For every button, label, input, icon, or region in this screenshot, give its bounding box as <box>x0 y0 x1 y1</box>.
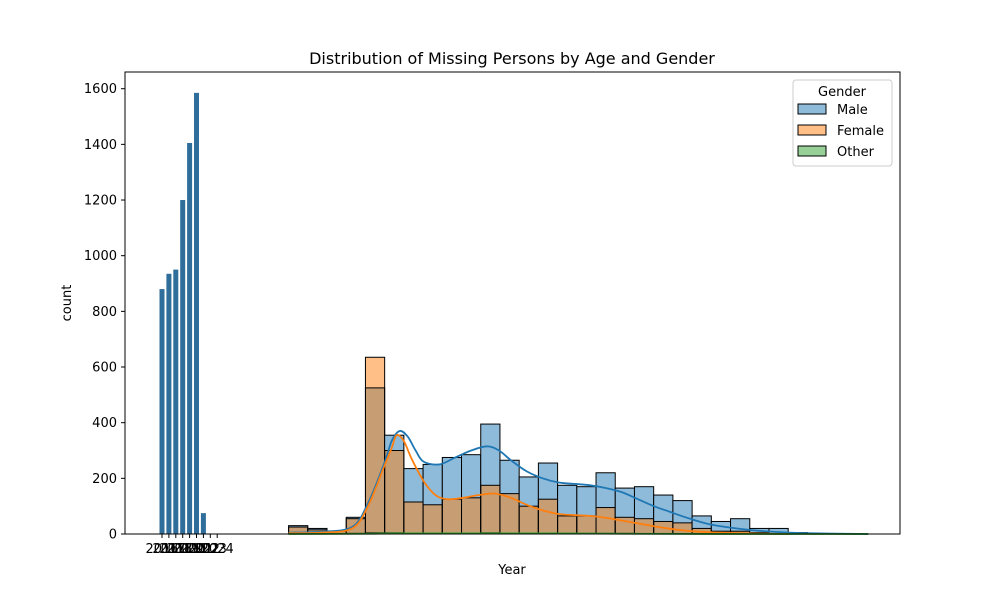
female-legend-label: Female <box>837 124 884 139</box>
other-legend-swatch <box>798 146 826 156</box>
female-legend-swatch <box>798 125 826 135</box>
legend-title: Gender <box>818 85 867 100</box>
overlap-bar <box>404 502 423 534</box>
y-tick-label: 1600 <box>84 82 117 97</box>
y-tick-label: 1200 <box>84 194 117 209</box>
overlap-bar <box>462 498 481 534</box>
year-count-bar <box>160 289 165 534</box>
male-bar <box>654 495 673 521</box>
year-count-bar <box>173 270 178 534</box>
x-tick-label: 2024 <box>201 542 234 557</box>
overlap-bar <box>423 505 442 534</box>
overlap-bar <box>673 523 692 534</box>
year-count-bar <box>166 274 171 534</box>
overlap-bar <box>481 485 500 534</box>
male-legend-label: Male <box>837 103 868 118</box>
y-tick-label: 400 <box>92 416 117 431</box>
y-tick-label: 600 <box>92 361 117 376</box>
overlap-bar <box>596 508 615 534</box>
male-bar <box>462 455 481 498</box>
year-count-bar <box>194 93 199 534</box>
y-tick-label: 0 <box>109 528 117 543</box>
overlap-bar <box>519 506 538 534</box>
y-tick-label: 200 <box>92 472 117 487</box>
female-bar <box>365 357 384 388</box>
y-tick-label: 800 <box>92 305 117 320</box>
year-count-bar <box>201 513 206 534</box>
overlap-bar <box>365 388 384 534</box>
male-bar <box>442 457 461 499</box>
overlap-bar <box>538 499 557 534</box>
other-legend-label: Other <box>837 145 875 160</box>
y-tick-label: 1000 <box>84 249 117 264</box>
male-bar <box>481 424 500 485</box>
male-bar <box>558 485 577 516</box>
y-tick-label: 1400 <box>84 138 117 153</box>
male-bar <box>404 469 423 502</box>
y-axis: 0 200 400 600 800 1000 1200 1400 1600 <box>84 82 125 542</box>
bars-layer <box>160 93 808 534</box>
y-axis-label: count <box>60 285 75 322</box>
chart-title: Distribution of Missing Persons by Age a… <box>309 49 715 68</box>
year-count-bar <box>180 200 185 534</box>
male-bar <box>577 487 596 516</box>
legend: Gender Male Female Other <box>793 80 892 166</box>
overlap-bar <box>577 516 596 534</box>
x-axis-label: Year <box>497 563 526 578</box>
year-count-bar <box>187 143 192 534</box>
male-bar <box>673 501 692 523</box>
overlap-bar <box>442 499 461 534</box>
overlap-bar <box>558 516 577 534</box>
overlap-bar <box>385 451 404 534</box>
male-legend-swatch <box>798 104 826 114</box>
